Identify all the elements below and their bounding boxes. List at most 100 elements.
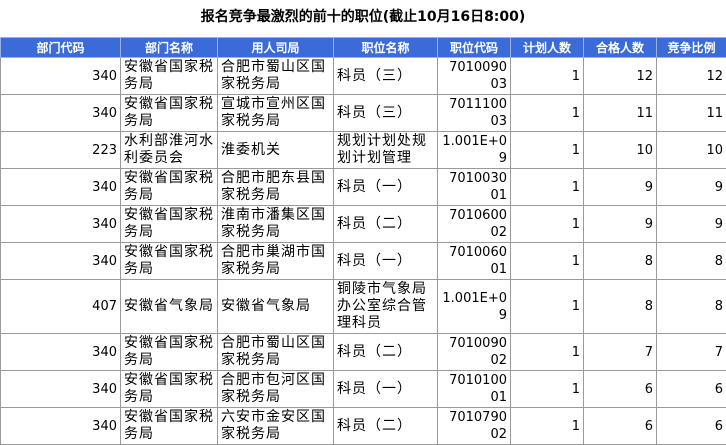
table-cell: 科员（三） (334, 58, 438, 95)
table-cell: 340 (1, 243, 121, 280)
table-cell: 科员（一） (334, 371, 438, 408)
table-cell: 科员（二） (334, 408, 438, 445)
table-cell: 11 (584, 95, 657, 132)
table-cell: 六安市金安区国家税务局 (218, 408, 334, 445)
table-cell: 合肥市蜀山区国家税务局 (218, 58, 334, 95)
table-cell: 8 (657, 280, 726, 334)
table-cell: 6 (584, 408, 657, 445)
column-header: 职位名称 (334, 38, 438, 58)
table-cell: 科员（一） (334, 169, 438, 206)
table-cell: 水利部淮河水利委员会 (121, 132, 218, 169)
table-cell: 合肥市包河区国家税务局 (218, 371, 334, 408)
column-header: 部门代码 (1, 38, 121, 58)
table-cell: 科员（一） (334, 243, 438, 280)
table-cell: 安徽省国家税务局 (121, 408, 218, 445)
table-cell: 10 (584, 132, 657, 169)
table-cell: 9 (584, 169, 657, 206)
table-cell: 安徽省国家税务局 (121, 95, 218, 132)
table-cell: 7 (657, 334, 726, 371)
column-header: 合格人数 (584, 38, 657, 58)
table-cell: 12 (657, 58, 726, 95)
table-cell: 1 (511, 243, 584, 280)
table-cell: 合肥市巢湖市国家税务局 (218, 243, 334, 280)
table-cell: 宣城市宣州区国家税务局 (218, 95, 334, 132)
table-cell: 12 (584, 58, 657, 95)
table-cell: 安徽省气象局 (218, 280, 334, 334)
column-header: 部门名称 (121, 38, 218, 58)
table-cell: 9 (657, 206, 726, 243)
column-header: 职位代码 (438, 38, 511, 58)
table-cell: 1 (511, 206, 584, 243)
table-cell: 9 (657, 169, 726, 206)
table-cell: 安徽省国家税务局 (121, 243, 218, 280)
table-cell: 701006001 (438, 243, 511, 280)
table-cell: 701079002 (438, 408, 511, 445)
table-cell: 10 (657, 132, 726, 169)
table-cell: 8 (584, 243, 657, 280)
table-cell: 701060002 (438, 206, 511, 243)
header-row: 部门代码部门名称用人司局职位名称职位代码计划人数合格人数竞争比例 (1, 38, 726, 58)
table-cell: 科员（二） (334, 334, 438, 371)
table-cell: 安徽省国家税务局 (121, 334, 218, 371)
table-cell: 1 (511, 408, 584, 445)
table-cell: 规划计划处规划计划管理 (334, 132, 438, 169)
table-cell: 701110003 (438, 95, 511, 132)
table-cell: 7 (584, 334, 657, 371)
table-cell: 340 (1, 58, 121, 95)
table-cell: 701010001 (438, 371, 511, 408)
table-cell: 1 (511, 280, 584, 334)
table-cell: 安徽省国家税务局 (121, 206, 218, 243)
table-cell: 701009002 (438, 334, 511, 371)
column-header: 用人司局 (218, 38, 334, 58)
table-cell: 340 (1, 334, 121, 371)
table-cell: 340 (1, 206, 121, 243)
table-cell: 安徽省国家税务局 (121, 169, 218, 206)
table-cell: 1.001E+09 (438, 132, 511, 169)
column-header: 计划人数 (511, 38, 584, 58)
table-cell: 科员（三） (334, 95, 438, 132)
table-cell: 安徽省国家税务局 (121, 371, 218, 408)
table-cell: 6 (657, 371, 726, 408)
column-header: 竞争比例 (657, 38, 726, 58)
table-cell: 8 (657, 243, 726, 280)
table-cell: 铜陵市气象局办公室综合管理科员 (334, 280, 438, 334)
table-cell: 1 (511, 132, 584, 169)
table-cell: 1 (511, 371, 584, 408)
table-cell: 科员（二） (334, 206, 438, 243)
table-cell: 安徽省气象局 (121, 280, 218, 334)
table-cell: 340 (1, 408, 121, 445)
table-cell: 淮委机关 (218, 132, 334, 169)
table-cell: 9 (584, 206, 657, 243)
table-cell: 1 (511, 58, 584, 95)
table-cell: 合肥市肥东县国家税务局 (218, 169, 334, 206)
table-cell: 1 (511, 334, 584, 371)
table-cell: 11 (657, 95, 726, 132)
table-cell: 340 (1, 169, 121, 206)
table-cell: 340 (1, 95, 121, 132)
table-cell: 223 (1, 132, 121, 169)
table-cell: 合肥市蜀山区国家税务局 (218, 334, 334, 371)
table-cell: 安徽省国家税务局 (121, 58, 218, 95)
table-cell: 407 (1, 280, 121, 334)
table-cell: 1.001E+09 (438, 280, 511, 334)
table-cell: 701009003 (438, 58, 511, 95)
table-cell: 8 (584, 280, 657, 334)
table-cell: 1 (511, 169, 584, 206)
table-cell: 6 (657, 408, 726, 445)
page-title: 报名竞争最激烈的前十的职位(截止10月16日8:00) (0, 0, 726, 37)
table-cell: 淮南市潘集区国家税务局 (218, 206, 334, 243)
table-cell: 1 (511, 95, 584, 132)
